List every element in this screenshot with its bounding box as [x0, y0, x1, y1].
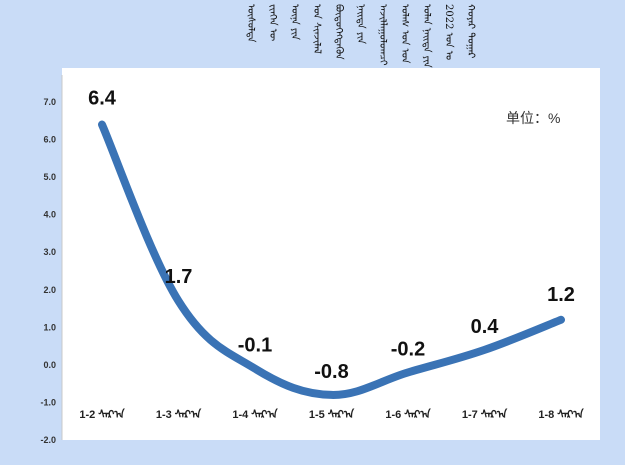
title-line: ᠠᠵᠢᠯᠯᠠᠭᠤᠯᠤᠭᠴᠢ	[377, 4, 388, 66]
title-line: ᠣᠯᠠᠨ ᠨᠡᠢᠲᠡ ᠶᠢᠨ	[421, 4, 432, 68]
y-tick-label: 4.0	[43, 210, 56, 220]
title-line: ᠤᠨ ᠰᠢᠨᠵᠢᠯᠡᠯ	[311, 4, 322, 54]
data-label: -0.2	[391, 338, 425, 360]
x-tick-label: 1-8 ᠰᠠᠷ᠎ᠠ	[538, 408, 584, 421]
title-line: ᠦᠨᠡ ᠶᠢᠨ	[289, 4, 300, 40]
title-line: ᠬᠣᠶᠠᠷ ᠳᠤᠭᠠᠷ	[465, 4, 476, 59]
data-label: 0.4	[471, 316, 500, 338]
data-label: -0.8	[314, 361, 348, 383]
x-tick-label: 1-4 ᠰᠠᠷ᠎ᠠ	[232, 408, 278, 421]
y-tick-label: 1.0	[43, 322, 56, 332]
data-label: -0.1	[238, 335, 272, 357]
series-line	[98, 120, 565, 399]
y-tick-label: 7.0	[43, 97, 56, 107]
y-tick-label: 2.0	[43, 285, 56, 295]
chart-title: ᠬᠣᠶᠠᠷ ᠳᠤᠭᠠᠷ 2022 ᠣᠨ ᠤ ᠣᠯᠠᠨ ᠨᠡᠢᠲᠡ ᠶᠢᠨ ᠤᠯᠠᠰ ᠤ…	[160, 4, 480, 68]
x-tick-label: 1-3 ᠰᠠᠷ᠎ᠠ	[156, 408, 202, 421]
title-line: ᠵᠢᠨᠬᠡᠨ ᠦ	[267, 4, 278, 42]
y-tick-label: 5.0	[43, 172, 56, 182]
data-label: 1.7	[165, 266, 193, 288]
title-line: ᠤᠯᠠᠰ ᠤᠨ ᠡᠳ	[399, 4, 410, 64]
unit-label: 单位：%	[506, 110, 561, 126]
y-tick-label: 0.0	[43, 360, 56, 370]
y-tick-label: -1.0	[40, 397, 56, 407]
data-label: 1.2	[547, 284, 575, 306]
x-tick-label: 1-7 ᠰᠠᠷ᠎ᠠ	[462, 408, 508, 421]
title-line: ᠥᠰᠦᠯᠲᠡ	[245, 4, 256, 43]
x-tick-label: 1-2 ᠰᠠᠷ᠎ᠠ	[79, 408, 125, 421]
y-tick-label: 3.0	[43, 247, 56, 257]
title-line: ᠨᠡᠢᠲᠡ ᠶᠢᠨ	[355, 4, 366, 44]
y-tick-label: 6.0	[43, 135, 56, 145]
y-tick-label: -2.0	[40, 435, 56, 445]
x-tick-label: 1-6 ᠰᠠᠷ᠎ᠠ	[385, 408, 431, 421]
data-label: 6.4	[88, 88, 117, 110]
x-tick-label: 1-5 ᠰᠠᠷ᠎ᠠ	[309, 408, 355, 421]
title-line: 2022 ᠣᠨ ᠤ	[443, 4, 454, 61]
title-line: ᠪᠦᠲᠦᠭᠡᠭᠳᠡᠬᠦᠨ	[333, 4, 344, 60]
